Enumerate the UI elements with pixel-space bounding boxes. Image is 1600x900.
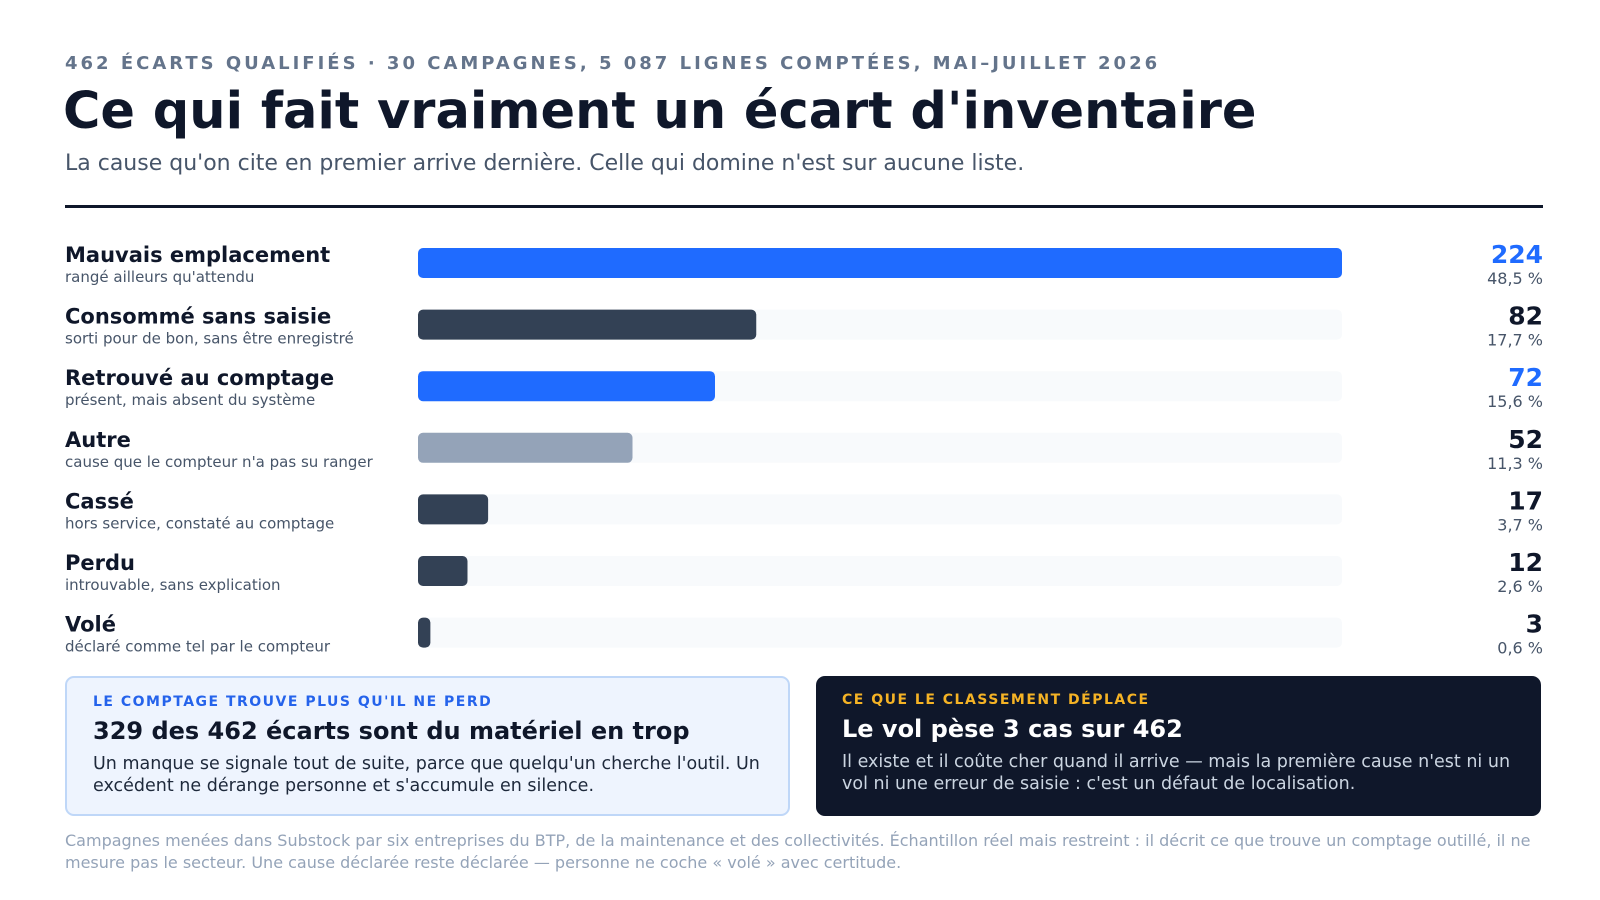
category-description: hors service, constaté au comptage (65, 514, 334, 532)
chart-eyebrow: 462 ÉCARTS QUALIFIÉS · 30 CAMPAGNES, 5 0… (65, 53, 1161, 74)
percent-label: 48,5 % (1487, 269, 1543, 288)
bar (418, 617, 431, 648)
category-label: Perdu (65, 551, 135, 575)
category-label: Autre (65, 428, 131, 452)
surplus-card-kicker: LE COMPTAGE TROUVE PLUS QU'IL NE PERD (93, 694, 493, 710)
percent-label: 0,6 % (1497, 639, 1543, 658)
bar-track (418, 494, 1342, 525)
chart-subtitle: La cause qu'on cite en premier arrive de… (65, 151, 1025, 176)
category-description: cause que le compteur n'a pas su ranger (65, 453, 374, 471)
percent-label: 17,7 % (1487, 331, 1543, 350)
category-description: rangé ailleurs qu'attendu (65, 268, 254, 286)
bar (418, 371, 715, 402)
source-footnote: Campagnes menées dans Substock par six e… (65, 831, 1531, 872)
percent-label: 11,3 % (1487, 454, 1543, 473)
value-label: 82 (1508, 302, 1543, 331)
bar (418, 309, 757, 340)
value-label: 72 (1508, 363, 1543, 392)
theft-card-kicker: CE QUE LE CLASSEMENT DÉPLACE (842, 692, 1150, 708)
theft-card-body: Il existe et il coûte cher quand il arri… (842, 752, 1511, 794)
category-description: introuvable, sans explication (65, 576, 281, 594)
bar-track (418, 617, 1342, 648)
header-divider (65, 205, 1543, 208)
value-label: 17 (1508, 486, 1543, 515)
bar (418, 556, 468, 586)
percent-label: 2,6 % (1497, 577, 1543, 596)
value-label: 224 (1491, 240, 1543, 269)
category-label: Volé (65, 613, 116, 637)
category-description: présent, mais absent du système (65, 391, 315, 409)
surplus-card-body: Un manque se signale tout de suite, parc… (93, 754, 760, 796)
category-description: sorti pour de bon, sans être enregistré (65, 330, 354, 348)
chart-title: Ce qui fait vraiment un écart d'inventai… (63, 82, 1257, 141)
value-label: 3 (1526, 610, 1543, 639)
category-label: Cassé (65, 489, 134, 513)
value-label: 12 (1508, 548, 1543, 577)
bar-track (418, 432, 1342, 463)
category-description: déclaré comme tel par le compteur (65, 638, 331, 656)
bar (418, 432, 633, 463)
category-label: Mauvais emplacement (65, 243, 330, 267)
surplus-card-heading: 329 des 462 écarts sont du matériel en t… (93, 717, 690, 745)
value-label: 52 (1508, 425, 1543, 454)
bar-track (418, 556, 1342, 586)
category-label: Consommé sans saisie (65, 305, 331, 329)
percent-label: 3,7 % (1497, 515, 1543, 534)
category-label: Retrouvé au comptage (65, 366, 334, 390)
surplus-insight-card: LE COMPTAGE TROUVE PLUS QU'IL NE PERD 32… (65, 676, 790, 816)
bar (418, 494, 489, 525)
theft-card-heading: Le vol pèse 3 cas sur 462 (842, 715, 1183, 743)
percent-label: 15,6 % (1487, 392, 1543, 411)
theft-insight-card: CE QUE LE CLASSEMENT DÉPLACE Le vol pèse… (816, 676, 1541, 816)
bar (418, 248, 1342, 278)
